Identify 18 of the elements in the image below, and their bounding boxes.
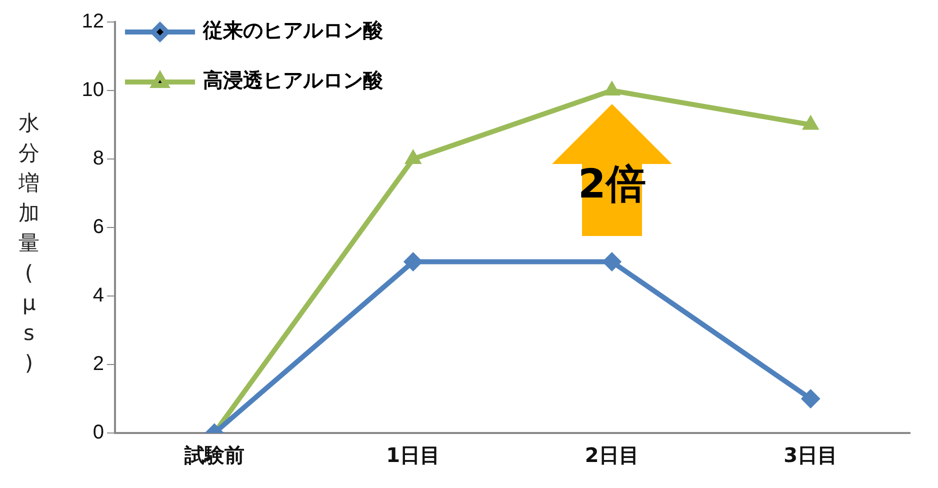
- y-tick-label: 2: [92, 353, 104, 376]
- legend-label: 従来のヒアルロン酸: [202, 18, 384, 42]
- y-tick-label: 12: [82, 10, 104, 33]
- y-tick-label: 4: [92, 284, 104, 307]
- point: [801, 389, 820, 408]
- point: [404, 150, 422, 164]
- x-tick-label: 2日目: [584, 443, 639, 468]
- x-tick-label: 試験前: [183, 443, 244, 468]
- y-tick-label: 6: [92, 216, 104, 238]
- x-tick-label: 3日目: [784, 443, 838, 468]
- legend-label: 高浸透ヒアルロン酸: [203, 68, 384, 92]
- point: [604, 81, 620, 96]
- point: [802, 115, 819, 130]
- x-tick-label: 1日目: [386, 443, 440, 468]
- y-tick-label: 8: [92, 148, 104, 170]
- text: 水分増加量(μs): [18, 111, 40, 375]
- y-tick-label: 10: [82, 79, 104, 102]
- y-tick-label: 0: [92, 422, 104, 444]
